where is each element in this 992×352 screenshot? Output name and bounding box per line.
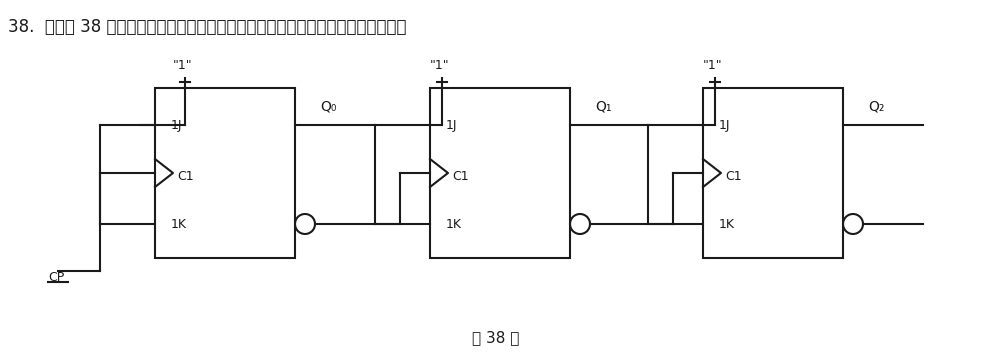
Bar — [430, 88, 570, 258]
Text: "1": "1" — [430, 59, 449, 72]
Text: CP: CP — [48, 271, 64, 284]
Text: 1K: 1K — [446, 218, 462, 231]
Text: Q₁: Q₁ — [595, 99, 611, 113]
Text: "1": "1" — [173, 59, 192, 72]
Text: 1J: 1J — [719, 119, 730, 132]
Text: Q₂: Q₂ — [868, 99, 885, 113]
Text: 1J: 1J — [446, 119, 457, 132]
Text: C1: C1 — [177, 170, 193, 183]
Bar — [703, 88, 843, 258]
Text: 1J: 1J — [171, 119, 183, 132]
Text: 38.  分析题 38 图所示的电路，写出各个触发器的驱动方程、时钟方程和状态方程。: 38. 分析题 38 图所示的电路，写出各个触发器的驱动方程、时钟方程和状态方程… — [8, 18, 407, 36]
Text: C1: C1 — [452, 170, 468, 183]
Text: 1K: 1K — [719, 218, 735, 231]
Text: 1K: 1K — [171, 218, 187, 231]
Text: "1": "1" — [703, 59, 722, 72]
Text: C1: C1 — [725, 170, 742, 183]
Text: Q₀: Q₀ — [320, 99, 336, 113]
Text: 题 38 图: 题 38 图 — [472, 330, 520, 345]
Bar — [155, 88, 295, 258]
